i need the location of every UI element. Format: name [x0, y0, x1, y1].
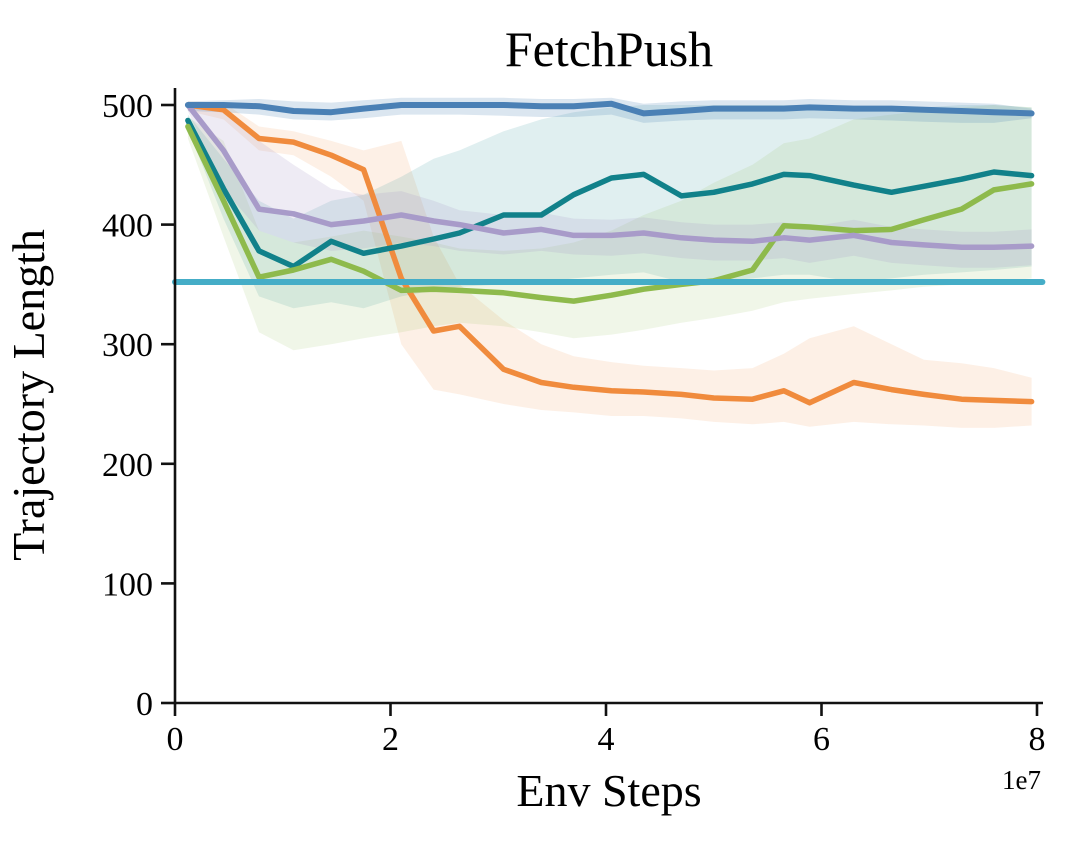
blue-line: [184, 100, 1035, 117]
x-axis-offset-label: 1e7: [1002, 765, 1041, 795]
orange-line-band: [187, 101, 1032, 428]
purple-line: [185, 102, 1035, 251]
x-tick-label: 2: [382, 721, 399, 758]
x-tick-label: 4: [598, 721, 615, 758]
series-lines: [172, 100, 1046, 406]
y-tick-label: 400: [102, 208, 153, 245]
y-tick-label: 0: [136, 686, 153, 723]
y-axis-label: Trajectory Length: [3, 229, 54, 561]
y-tick-label: 100: [102, 566, 153, 603]
y-tick-label: 200: [102, 447, 153, 484]
x-tick-label: 8: [1029, 721, 1046, 758]
chart-title: FetchPush: [505, 21, 713, 77]
green-line: [185, 123, 1035, 304]
x-tick-label: 6: [813, 721, 830, 758]
x-tick-label: 0: [167, 721, 184, 758]
teal-line-band: [187, 105, 1032, 309]
y-tick-label: 300: [102, 327, 153, 364]
axes: 0 100 200 300 400 500 0 2 4 6 8: [102, 88, 1046, 758]
y-tick-label: 500: [102, 88, 153, 125]
teal-line: [185, 117, 1035, 270]
orange-line: [185, 102, 1035, 406]
x-axis-label: Env Steps: [516, 765, 701, 816]
